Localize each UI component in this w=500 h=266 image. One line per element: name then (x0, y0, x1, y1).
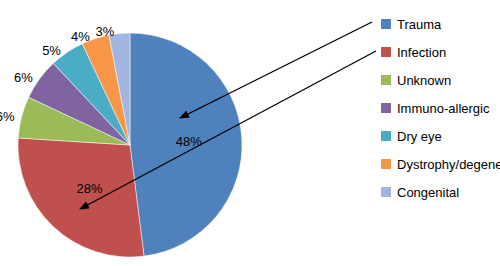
svg-text:6%: 6% (14, 70, 33, 85)
svg-text:Dystrophy/degenerative: Dystrophy/degenerative (397, 157, 500, 172)
svg-text:5%: 5% (42, 43, 61, 58)
svg-text:4%: 4% (71, 29, 90, 44)
svg-text:Congenital: Congenital (397, 185, 459, 200)
svg-text:48%: 48% (176, 134, 202, 149)
svg-text:Trauma: Trauma (397, 17, 442, 32)
svg-text:Unknown: Unknown (397, 73, 451, 88)
svg-text:6%: 6% (0, 109, 15, 124)
svg-text:28%: 28% (77, 181, 103, 196)
svg-text:Immuno-allergic: Immuno-allergic (397, 101, 490, 116)
svg-text:3%: 3% (95, 24, 114, 39)
svg-text:Dry eye: Dry eye (397, 129, 442, 144)
svg-text:Infection: Infection (397, 45, 446, 60)
